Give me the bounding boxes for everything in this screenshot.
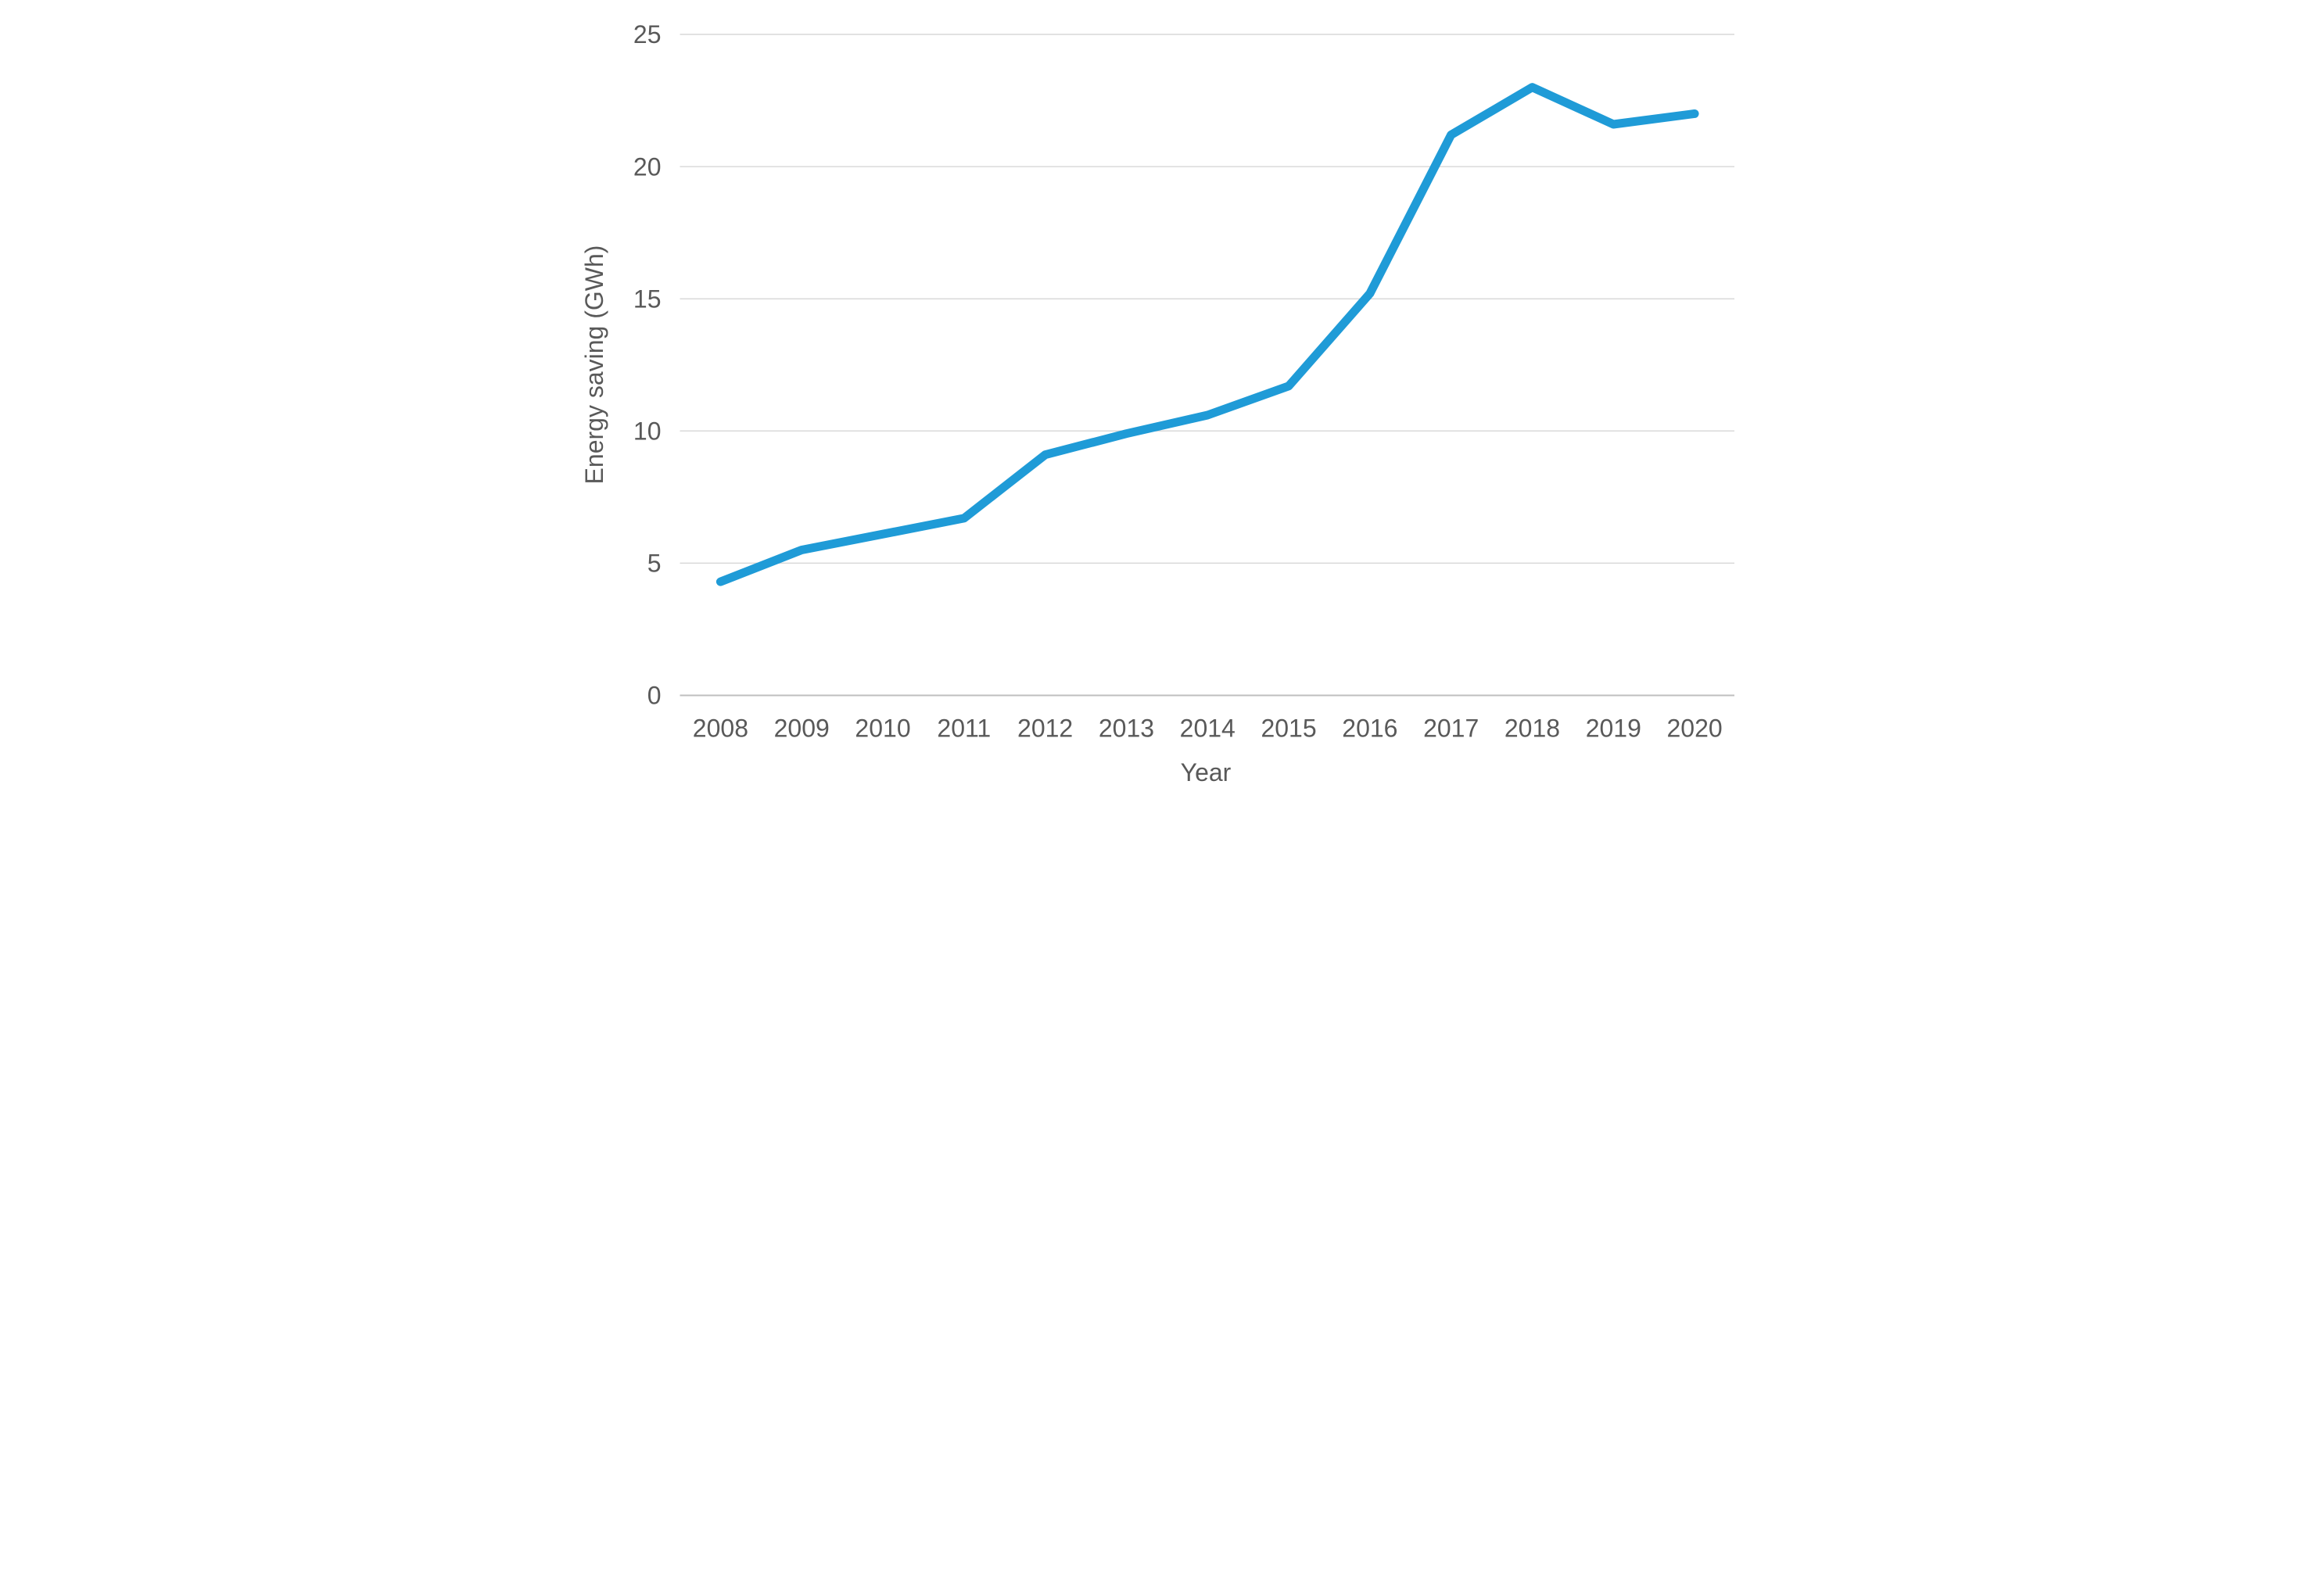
x-tick-label-2009: 2009 [774,715,830,743]
x-tick-label-2013: 2013 [1099,715,1154,743]
x-axis-tick-labels: 2008 2009 2010 2011 2012 2013 2014 2015 2016 2017… [693,715,1723,743]
y-tick-label-10: 10 [633,417,662,446]
y-tick-label-15: 15 [633,285,662,313]
x-tick-label-2008: 2008 [693,715,748,743]
x-tick-label-2015: 2015 [1261,715,1316,743]
x-tick-label-2012: 2012 [1017,715,1073,743]
y-tick-label-0: 0 [647,682,662,710]
x-tick-label-2010: 2010 [855,715,910,743]
y-tick-label-5: 5 [647,550,662,578]
x-axis-title: Year [1181,758,1232,786]
x-tick-label-2011: 2011 [937,715,991,743]
data-series [715,83,1699,586]
x-tick-label-2019: 2019 [1586,715,1641,743]
x-tick-label-2020: 2020 [1667,715,1723,743]
y-axis-tick-labels: 0 5 10 15 20 25 [633,20,662,710]
x-tick-label-2014: 2014 [1180,715,1236,743]
line-chart: 0 5 10 15 20 25 2008 2009 2010 2011 2012 2013 2014 2… [581,0,1743,794]
x-tick-label-2017: 2017 [1423,715,1479,743]
x-tick-label-2018: 2018 [1505,715,1560,743]
series-line-energy-saving [715,83,1699,586]
x-tick-label-2016: 2016 [1342,715,1397,743]
y-axis-title: Energy saving (GWh) [581,245,608,485]
y-tick-label-20: 20 [633,152,662,181]
y-tick-label-25: 25 [633,20,662,48]
gridlines [680,34,1734,697]
